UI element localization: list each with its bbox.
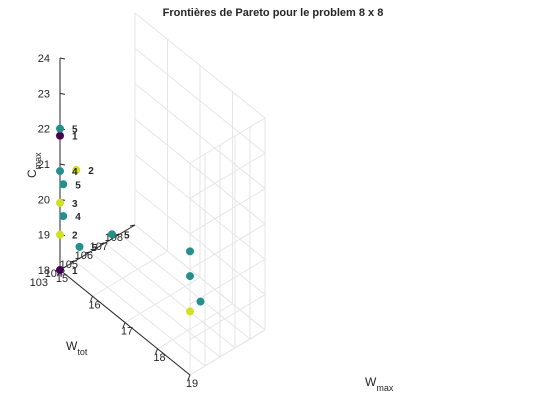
- grid-line-z-side: [189, 329, 266, 376]
- z-tick-label: 21: [38, 159, 50, 171]
- grid-line-z-side: [189, 188, 266, 235]
- z-tick-label: 18: [38, 265, 50, 277]
- y-axis-label: Wtot: [66, 339, 88, 357]
- x-tick-label: 18: [153, 352, 165, 364]
- grid-line-z-back: [134, 189, 266, 296]
- y-tick-label: 106: [75, 250, 93, 262]
- data-point: [186, 272, 194, 281]
- grid-line-z-back: [134, 83, 266, 190]
- grid-line-z-side: [189, 258, 266, 305]
- chart-title: Frontières de Pareto pour le problem 8 x…: [163, 7, 384, 19]
- data-point-label: 2: [88, 166, 94, 177]
- data-point: [56, 266, 64, 274]
- data-point-label: 1: [72, 132, 78, 143]
- data-point: [56, 167, 64, 176]
- data-point: [59, 212, 68, 221]
- grid-line-z-side: [189, 223, 266, 270]
- data-point: [72, 166, 81, 175]
- grid-line-x-floor: [92, 250, 168, 297]
- data-point: [56, 198, 64, 207]
- z-tick-label: 22: [38, 124, 50, 136]
- data-point: [108, 230, 116, 239]
- y-tick-label: 103: [30, 277, 48, 289]
- data-point-label: 4: [72, 167, 78, 178]
- y-tick: [84, 251, 91, 254]
- data-point-label: 5: [92, 243, 98, 254]
- z-tick: [59, 57, 66, 60]
- grid-line-x-floor: [124, 277, 201, 323]
- x-axis-label: Wmax: [365, 375, 394, 393]
- x-tick-label: 19: [186, 378, 198, 390]
- data-point: [75, 242, 84, 251]
- grid-line-y-floor: [89, 251, 221, 358]
- x-tick-label: 15: [56, 273, 68, 285]
- grid-line-x-floor: [157, 303, 233, 350]
- grid-line-z-side: [189, 294, 266, 341]
- grid-line-y-floor: [119, 233, 251, 340]
- data-point-label: 5: [72, 125, 78, 136]
- data-point-label: 4: [75, 212, 81, 223]
- y-axis-line: [59, 224, 136, 271]
- x-tick: [155, 348, 158, 354]
- y-tick-label: 107: [90, 241, 108, 253]
- data-point: [56, 124, 64, 133]
- grid-line-z-back: [134, 224, 266, 331]
- data-point-label: 1: [72, 266, 78, 277]
- data-point-label: 2: [72, 231, 78, 242]
- data-point-label: 3: [72, 199, 78, 210]
- data-point: [56, 230, 64, 239]
- y-tick: [129, 224, 136, 227]
- z-tick: [59, 163, 66, 166]
- grid-line-z-back: [134, 47, 266, 154]
- y-tick: [69, 260, 76, 263]
- data-point-label: 5: [124, 230, 130, 241]
- y-tick: [99, 242, 106, 245]
- grid-line-z-back: [134, 118, 266, 225]
- x-tick-label: 16: [88, 299, 100, 311]
- grid-line-z-side: [189, 117, 266, 164]
- z-tick-label: 23: [38, 88, 50, 100]
- x-tick: [90, 296, 93, 302]
- grid-line-z-back: [134, 12, 266, 119]
- data-point: [56, 131, 64, 140]
- z-tick-label: 20: [38, 194, 50, 206]
- z-tick-label: 19: [38, 230, 50, 242]
- grid-line-z-side: [189, 152, 266, 199]
- x-tick: [187, 374, 191, 381]
- y-tick-label: 105: [60, 259, 78, 271]
- data-point-label: 5: [75, 180, 81, 191]
- grid-line-y-floor: [74, 260, 206, 367]
- z-tick-label: 24: [38, 53, 50, 65]
- data-point: [186, 307, 194, 316]
- data-point: [186, 247, 194, 256]
- x-tick: [122, 322, 126, 328]
- x-tick-label: 17: [121, 326, 133, 338]
- data-point: [59, 180, 68, 189]
- data-point: [196, 297, 205, 306]
- z-axis-label: Cmax: [25, 152, 43, 178]
- z-tick: [59, 92, 66, 95]
- grid-line-z-back: [134, 153, 266, 260]
- grid-line-y-floor: [104, 242, 236, 349]
